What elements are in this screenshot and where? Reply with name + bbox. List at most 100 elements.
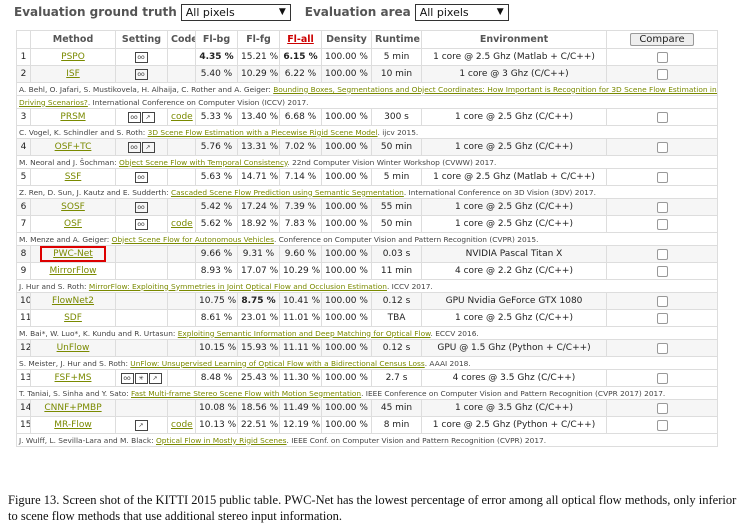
compare-cell	[606, 215, 718, 233]
table-row: 15 MR-Flow ↗ code 10.13 % 22.51 % 12.19 % 100.0…	[16, 416, 718, 434]
compare-button[interactable]: Compare	[630, 33, 694, 46]
method-link[interactable]: MR-Flow	[54, 420, 92, 430]
setting-cell	[115, 399, 168, 417]
fl-bg-header[interactable]: Fl-bg	[195, 30, 238, 49]
method-link[interactable]: CNNF+PMBP	[44, 403, 102, 413]
setting-cell	[115, 339, 168, 357]
density-cell: 100.00 %	[321, 138, 372, 156]
method-link[interactable]: SDF	[64, 313, 82, 323]
density-cell: 100.00 %	[321, 399, 372, 417]
table-row: 10 FlowNet2 10.75 % 8.75 % 10.41 % 100.00 % 0.…	[16, 292, 718, 310]
method-cell: PSPO	[30, 48, 116, 66]
reference-venue: . International Conference on Computer V…	[87, 97, 309, 107]
paper-link[interactable]: Fast Multi-frame Stereo Scene Flow with …	[131, 388, 362, 398]
rank-cell: 6	[16, 198, 31, 216]
table-row: 14 CNNF+PMBP 10.08 % 18.56 % 11.49 % 100.00 %…	[16, 399, 718, 417]
paper-link[interactable]: Object Scene Flow for Autonomous Vehicle…	[111, 234, 274, 244]
method-link[interactable]: FSF+MS	[54, 373, 92, 383]
compare-header: Compare	[606, 30, 718, 49]
compare-checkbox[interactable]	[656, 218, 668, 230]
code-link[interactable]: code	[171, 219, 193, 229]
compare-checkbox[interactable]	[656, 171, 668, 183]
compare-checkbox[interactable]	[656, 201, 668, 213]
reference-row: S. Meister, J. Hur and S. Roth: UnFlow: …	[16, 356, 718, 370]
code-cell	[167, 339, 196, 357]
evaluation-area-select[interactable]: All pixels ▼	[414, 3, 509, 21]
paper-link[interactable]: Object Scene Flow with Temporal Consiste…	[119, 157, 288, 167]
reference-cell: J. Wulff, L. Sevilla-Lara and M. Black: …	[16, 433, 718, 447]
method-link[interactable]: PRSM	[60, 112, 86, 122]
table-row: 5 SSF oo 5.63 % 14.71 % 7.14 % 100.00 % 5 min 1 …	[16, 168, 718, 186]
setting-cell: ↗	[115, 416, 168, 434]
stereo-setting-icon: oo	[134, 51, 148, 63]
paper-link[interactable]: Bounding Boxes, Segmentations and Object…	[273, 84, 718, 94]
reference-row: T. Taniai, S. Sinha and Y. Sato: Fast Mu…	[16, 386, 718, 400]
method-link[interactable]: PWC-Net	[40, 246, 106, 262]
fl-all-cell: 6.68 %	[279, 108, 322, 126]
reference-venue: . ICCV 2017.	[386, 281, 433, 291]
paper-link[interactable]: Driving Scenarios?	[19, 97, 88, 107]
ground-truth-select[interactable]: All pixels ▼	[180, 3, 291, 21]
code-cell: code	[167, 108, 196, 126]
density-cell: 100.00 %	[321, 416, 372, 434]
compare-checkbox[interactable]	[656, 265, 668, 277]
method-link[interactable]: SOSF	[61, 202, 85, 212]
compare-checkbox[interactable]	[656, 51, 668, 63]
reference-authors: S. Meister, J. Hur and S. Roth:	[19, 358, 131, 368]
reference-cell: M. Menze and A. Geiger: Object Scene Flo…	[16, 232, 718, 246]
method-link[interactable]: UnFlow	[56, 343, 90, 353]
compare-cell	[606, 138, 718, 156]
table-row: 3 PRSM oo ↗ code 5.33 % 13.40 % 6.68 % 100.00 % 3…	[16, 108, 718, 126]
flow-setting-icon: ↗	[141, 111, 155, 123]
method-link[interactable]: ISF	[66, 69, 80, 79]
method-link[interactable]: PSPO	[61, 52, 85, 62]
reference-cell: M. Neoral and J. Šochman: Object Scene F…	[16, 155, 718, 169]
setting-cell: oo ↗	[115, 138, 168, 156]
reference-row: A. Behl, O. Jafari, S. Mustikovela, H. A…	[16, 82, 718, 96]
method-link[interactable]: FlowNet2	[51, 296, 95, 306]
compare-checkbox[interactable]	[656, 402, 668, 414]
compare-checkbox[interactable]	[656, 295, 668, 307]
code-link[interactable]: code	[171, 420, 193, 430]
fl-bg-cell: 8.93 %	[195, 262, 238, 280]
header-row: Method Setting Code Fl-bg Fl-fg Fl-all D…	[16, 30, 718, 49]
density-cell: 100.00 %	[321, 309, 372, 327]
method-link[interactable]: OSF+TC	[54, 142, 92, 152]
paper-link[interactable]: MirrorFlow: Exploiting Symmetries in Joi…	[88, 281, 387, 291]
paper-link[interactable]: 3D Scene Flow Estimation with a Piecewis…	[147, 127, 378, 137]
paper-link[interactable]: UnFlow: Unsupervised Learning of Optical…	[130, 358, 425, 368]
code-link[interactable]: code	[171, 112, 193, 122]
runtime-header[interactable]: Runtime	[371, 30, 422, 49]
method-cell: OSF	[30, 215, 116, 233]
rank-cell: 5	[16, 168, 31, 186]
paper-link[interactable]: Exploiting Semantic Information and Deep…	[177, 328, 431, 338]
code-cell	[167, 309, 196, 327]
compare-checkbox[interactable]	[656, 111, 668, 123]
compare-checkbox[interactable]	[656, 342, 668, 354]
setting-cell	[115, 292, 168, 310]
compare-checkbox[interactable]	[656, 312, 668, 324]
rank-cell: 8	[16, 245, 31, 263]
compare-checkbox[interactable]	[656, 372, 668, 384]
compare-checkbox[interactable]	[656, 419, 668, 431]
environment-cell: 1 core @ 2.5 Ghz (C/C++)	[421, 198, 607, 216]
runtime-cell: 5 min	[371, 168, 422, 186]
stereo-setting-icon: oo	[127, 111, 141, 123]
method-link[interactable]: SSF	[64, 172, 82, 182]
compare-checkbox[interactable]	[656, 141, 668, 153]
paper-link[interactable]: Optical Flow in Mostly Rigid Scenes	[155, 435, 287, 445]
method-header[interactable]: Method	[30, 30, 116, 49]
compare-checkbox[interactable]	[656, 248, 668, 260]
method-link[interactable]: OSF	[64, 219, 82, 229]
fl-fg-header[interactable]: Fl-fg	[237, 30, 280, 49]
method-link[interactable]: MirrorFlow	[49, 266, 97, 276]
setting-cell: oo	[115, 215, 168, 233]
fl-fg-cell: 13.31 %	[237, 138, 280, 156]
density-header[interactable]: Density	[321, 30, 372, 49]
fl-all-header[interactable]: Fl-all	[279, 30, 322, 49]
paper-link[interactable]: Cascaded Scene Flow Prediction using Sem…	[170, 187, 404, 197]
code-header: Code	[167, 30, 196, 49]
density-cell: 100.00 %	[321, 168, 372, 186]
rank-cell: 15	[16, 416, 31, 434]
compare-checkbox[interactable]	[656, 68, 668, 80]
